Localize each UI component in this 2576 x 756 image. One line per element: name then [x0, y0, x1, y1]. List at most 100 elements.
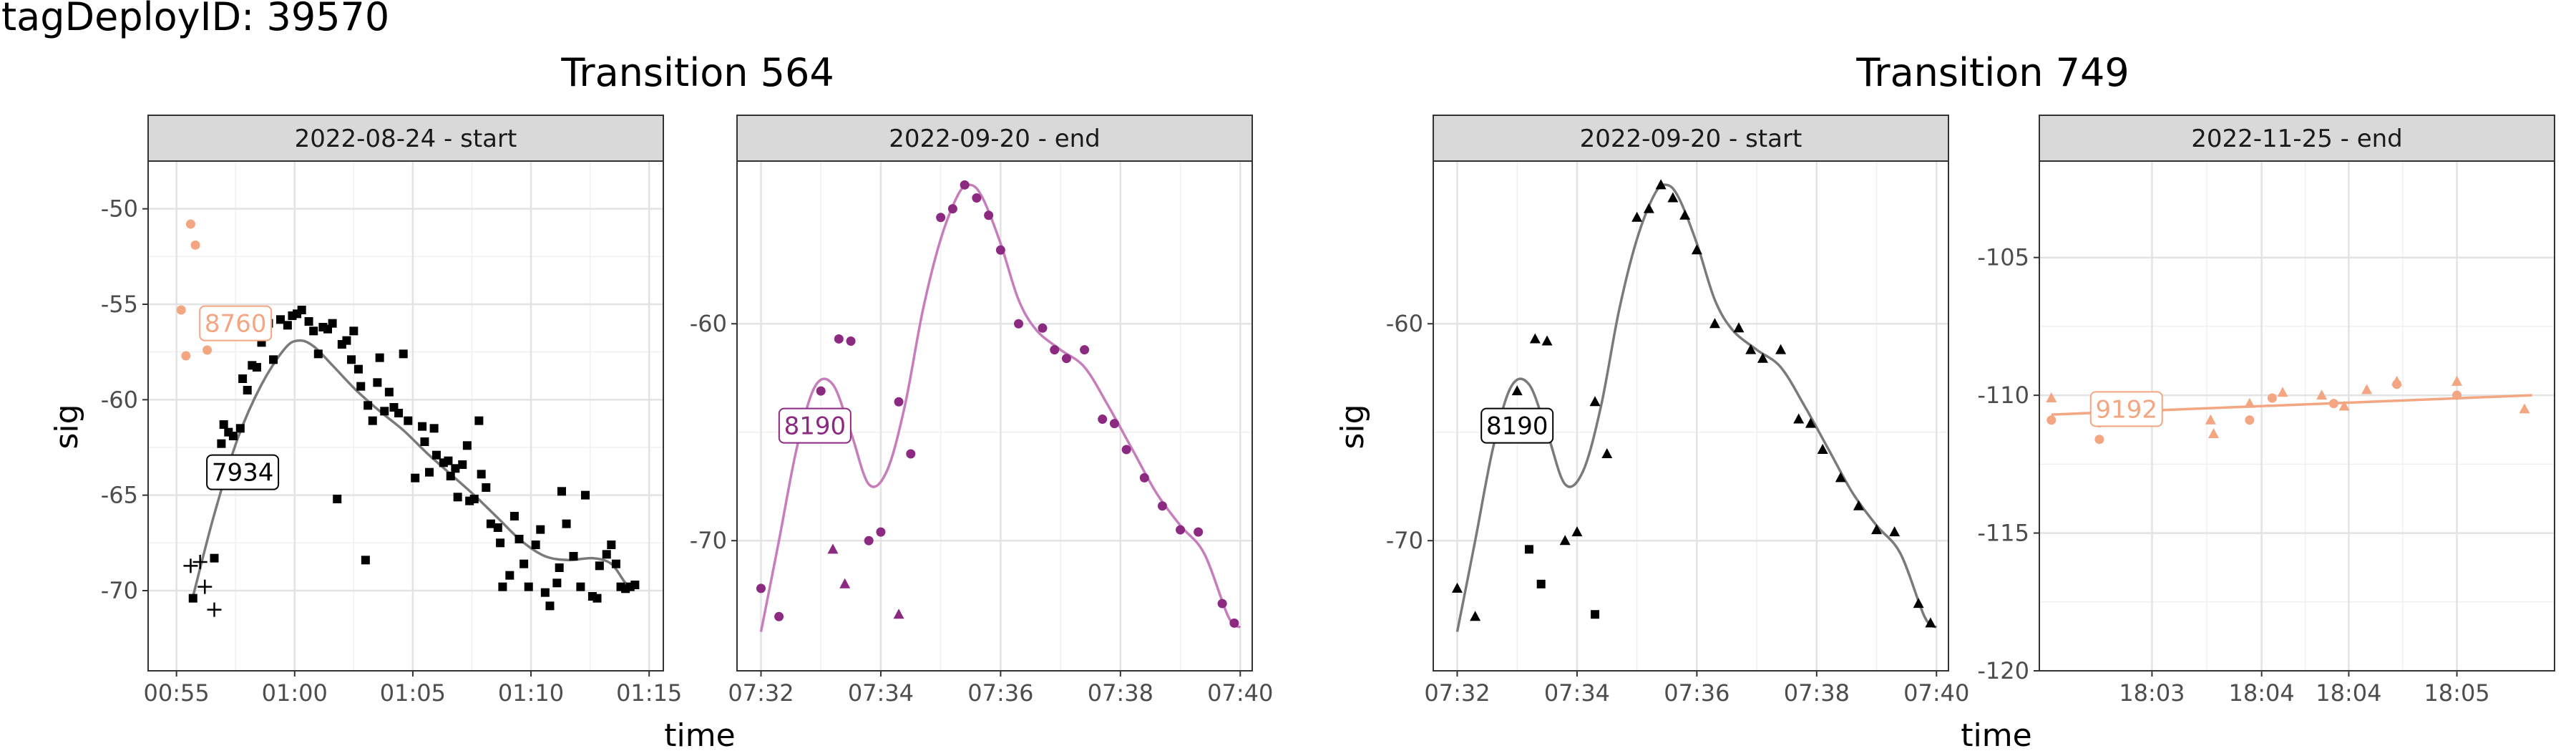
data-point-square: [630, 581, 640, 589]
data-point-square: [462, 441, 472, 450]
panel-2-2022-09-20-end: 2022-09-20 - end 07:32 07:34 07:36 07:38 07:4…: [690, 115, 1273, 707]
data-point-circle: [1098, 415, 1108, 425]
data-point-circle: [1013, 319, 1023, 329]
data-point-square: [425, 467, 434, 477]
data-point-square: [361, 556, 370, 565]
data-point-triangle: [2316, 389, 2328, 400]
data-point-plus: [192, 555, 208, 569]
panel-border: [1433, 160, 1949, 672]
data-point-triangle: [1793, 413, 1805, 424]
data-point-triangle: [1541, 335, 1553, 346]
data-point-triangle: [2046, 392, 2057, 402]
data-point-circle: [190, 240, 200, 250]
panel-border: [147, 160, 664, 672]
data-point-square: [451, 464, 460, 473]
x-tick-label: 07:40: [1903, 679, 1969, 707]
data-point-circle: [181, 351, 191, 361]
data-point-square: [297, 306, 306, 314]
point-label-box: [778, 407, 852, 444]
group-title-transition-564: Transition 564: [560, 50, 834, 95]
strip-label: 2022-11-25 - end: [2191, 125, 2403, 153]
data-point-square: [243, 386, 252, 394]
x-tick-label: 01:15: [616, 679, 682, 707]
data-point-square: [498, 582, 507, 591]
data-point-circle: [936, 213, 946, 223]
data-point-triangle: [2277, 387, 2288, 397]
x-axis-title-right: time: [1961, 717, 2031, 754]
data-point-square: [283, 321, 292, 330]
data-point-circle: [947, 204, 957, 214]
data-point-triangle: [1817, 443, 1828, 454]
data-point-circle: [864, 536, 874, 546]
data-point-circle: [203, 345, 213, 355]
data-point-square: [252, 363, 261, 372]
data-point-square: [505, 571, 514, 580]
data-point-triangle: [1925, 617, 1936, 628]
data-point-triangle: [2361, 384, 2373, 394]
data-point-square: [368, 416, 377, 425]
point-label-text: 8190: [784, 412, 847, 441]
data-point-circle: [894, 397, 904, 407]
y-tick-label: -60: [1386, 310, 1423, 337]
data-point-square: [444, 456, 453, 465]
data-point-square: [380, 407, 389, 416]
y-tick-label: -65: [101, 482, 138, 509]
data-point-circle: [1229, 618, 1239, 628]
data-point-circle: [1217, 598, 1227, 609]
data-point-triangle: [2207, 428, 2219, 439]
strip-label: 2022-08-24 - start: [295, 125, 517, 153]
data-point-square: [611, 559, 620, 568]
data-point-circle: [176, 305, 186, 315]
data-point-square: [595, 561, 604, 571]
y-tick-label: -115: [1977, 520, 2029, 547]
x-tick-label: 07:38: [1784, 679, 1850, 707]
data-point-square: [562, 519, 571, 528]
data-point-triangle: [1470, 611, 1481, 621]
data-point-triangle: [2205, 414, 2216, 425]
data-point-circle: [1157, 501, 1167, 511]
x-tick-label: 07:36: [1664, 679, 1729, 707]
data-point-square: [519, 559, 529, 568]
strip-label: 2022-09-20 - start: [1580, 125, 1802, 153]
x-tick-label: 07:34: [1544, 679, 1610, 707]
data-point-circle: [185, 219, 195, 229]
group-title-transition-749: Transition 749: [1855, 50, 2129, 95]
data-point-square: [404, 416, 413, 425]
data-point-square: [309, 326, 318, 336]
data-point-square: [399, 349, 408, 359]
data-point-square: [477, 470, 486, 479]
data-point-triangle: [1805, 417, 1816, 428]
y-tick-label: -60: [101, 386, 138, 413]
data-point-circle: [816, 386, 826, 396]
smooth-line: [1455, 183, 1938, 632]
data-point-square: [474, 416, 484, 425]
point-label-text: 7934: [212, 459, 274, 488]
data-point-square: [328, 319, 337, 328]
strip-background: [147, 115, 664, 162]
data-point-square: [238, 374, 248, 383]
data-point-triangle: [1709, 318, 1720, 329]
data-point-circle: [960, 180, 970, 190]
data-point-square: [228, 432, 238, 440]
x-tick-label: 01:00: [262, 679, 328, 707]
point-label-text: 9192: [2095, 395, 2157, 424]
data-point-square: [375, 353, 384, 362]
data-point-square: [210, 553, 219, 563]
data-point-triangle: [1871, 524, 1883, 535]
data-point-triangle: [1853, 500, 1864, 510]
y-tick-label: -60: [690, 310, 727, 337]
data-point-circle: [1121, 445, 1131, 455]
data-point-square: [469, 495, 479, 503]
data-point-square: [1591, 610, 1600, 619]
data-point-triangle: [2519, 403, 2530, 414]
data-point-square: [509, 512, 519, 520]
data-point-square: [458, 460, 467, 469]
data-point-triangle: [1733, 322, 1745, 333]
strip-background: [736, 115, 1253, 162]
data-point-circle: [984, 210, 994, 220]
data-point-square: [545, 601, 555, 611]
data-point-circle: [972, 193, 982, 203]
data-point-circle: [834, 334, 844, 344]
strip-label: 2022-09-20 - end: [889, 125, 1101, 153]
